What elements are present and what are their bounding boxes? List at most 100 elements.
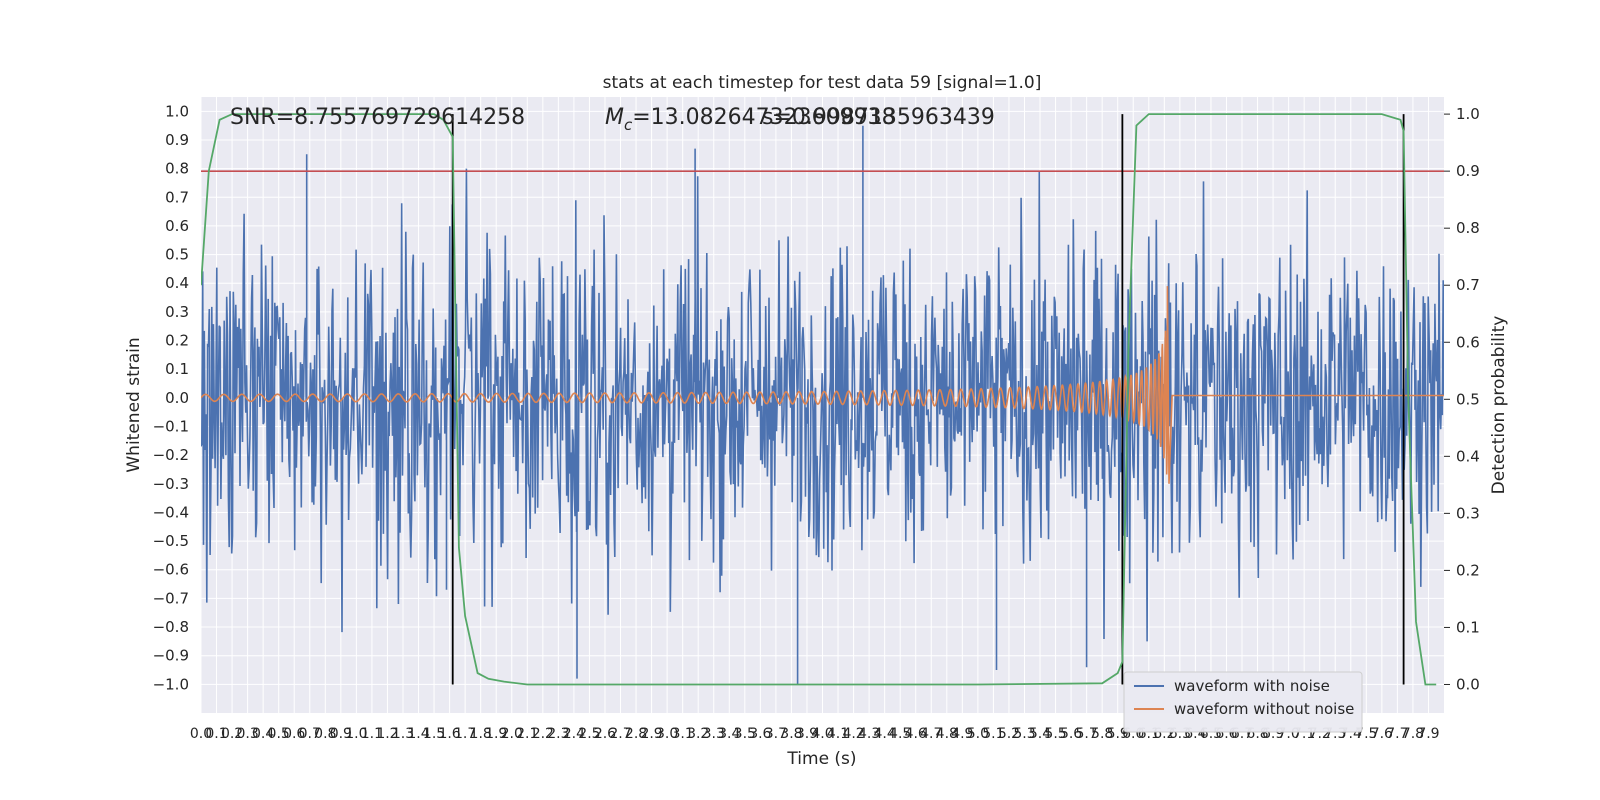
series-waveform-without-noise [201, 286, 1444, 484]
x-tick-label: 4.9 [951, 726, 973, 742]
y-tick-label-left: 0.7 [165, 188, 189, 206]
x-tick-label: 5.4 [1029, 726, 1051, 742]
x-tick-label: 0.7 [299, 726, 321, 742]
y-axis-right-label: Detection probability [1489, 316, 1509, 495]
x-tick-label: 2.3 [547, 726, 569, 742]
snr-annotation: SNR=8.755769729614258 [230, 105, 525, 130]
x-tick-label: 2.4 [563, 726, 585, 742]
x-tick-label: 5.2 [998, 726, 1020, 742]
x-tick-label: 1.4 [407, 726, 429, 742]
x-tick-label: 3.2 [687, 726, 709, 742]
y-axis-left-ticks: 1.0 0.9 0.8 0.7 0.6 0.5 0.4 0.3 0.2 0.1 0.0 −0.1 −0.… [153, 102, 189, 693]
y-tick-label-left: 0.6 [165, 217, 189, 235]
y-tick-label-left: 0.4 [165, 274, 189, 292]
y-tick-label-left: 0.1 [165, 360, 189, 378]
x-tick-label: 4.1 [827, 726, 849, 742]
x-tick-label: 3.5 [734, 726, 756, 742]
x-tick-label: 1.5 [423, 726, 445, 742]
plot-layer [201, 113, 1444, 686]
x-tick-label: 7.8 [1402, 726, 1424, 742]
x-tick-label: 7.9 [1417, 726, 1439, 742]
chirp-mass-value: =13.082647323609938 [632, 105, 895, 130]
y-tick-label-right: 0.1 [1456, 618, 1480, 636]
y-tick-label-left: −0.1 [153, 417, 189, 435]
x-tick-label: 1.8 [470, 726, 492, 742]
x-tick-label: 1.0 [345, 726, 367, 742]
x-tick-label: 5.6 [1060, 726, 1082, 742]
x-tick-label: 2.1 [516, 726, 538, 742]
x-tick-label: 2.9 [640, 726, 662, 742]
x-tick-label: 0.5 [268, 726, 290, 742]
y-tick-label-left: −0.5 [153, 532, 189, 550]
x-tick-label: 0.9 [330, 726, 352, 742]
x-axis-label: Time (s) [786, 749, 856, 769]
y-tick-label-right: 0.8 [1456, 219, 1480, 237]
chirp-mass-subscript: c [624, 116, 633, 134]
legend-label-noise: waveform with noise [1174, 677, 1330, 695]
y-axis-right-ticks: 1.0 0.9 0.8 0.7 0.6 0.5 0.4 0.3 0.2 0.1 0.0 [1444, 105, 1480, 693]
x-tick-label: 1.2 [376, 726, 398, 742]
x-tick-label: 3.6 [749, 726, 771, 742]
y-tick-label-left: 0.2 [165, 332, 189, 350]
overlap-annotation: s=0.9987135963439 [762, 105, 995, 130]
y-tick-label-right: 0.3 [1456, 504, 1480, 522]
x-tick-label: 2.0 [501, 726, 523, 742]
x-tick-label: 2.6 [594, 726, 616, 742]
y-tick-label-left: 0.0 [165, 389, 189, 407]
y-tick-label-right: 0.6 [1456, 333, 1480, 351]
chirp-mass-symbol: M [605, 105, 624, 130]
x-tick-label: 3.9 [796, 726, 818, 742]
x-tick-label: 1.1 [361, 726, 383, 742]
x-tick-label: 0.0 [190, 726, 212, 742]
x-tick-label: 1.6 [438, 726, 460, 742]
y-tick-label-left: 0.8 [165, 160, 189, 178]
x-tick-label: 5.5 [1044, 726, 1066, 742]
x-tick-label: 0.1 [205, 726, 227, 742]
x-tick-label: 4.7 [920, 726, 942, 742]
x-tick-label: 1.9 [485, 726, 507, 742]
x-tick-label: 0.3 [236, 726, 258, 742]
x-tick-label: 4.8 [936, 726, 958, 742]
y-tick-label-left: 1.0 [165, 102, 189, 120]
x-tick-label: 4.3 [858, 726, 880, 742]
x-tick-label: 3.8 [780, 726, 802, 742]
series-waveform-with-noise [201, 125, 1444, 685]
y-tick-label-right: 1.0 [1456, 105, 1480, 123]
y-axis-left-label: Whitened strain [124, 337, 144, 472]
x-tick-label: 0.2 [221, 726, 243, 742]
y-tick-label-left: −1.0 [153, 675, 189, 693]
y-tick-label-left: −0.4 [153, 503, 189, 521]
x-tick-label: 0.6 [283, 726, 305, 742]
x-tick-label: 1.3 [392, 726, 414, 742]
legend: waveform with noise waveform without noi… [1123, 671, 1363, 733]
legend-box [1123, 671, 1363, 733]
series-detection-probability [201, 113, 1437, 686]
x-tick-label: 2.2 [532, 726, 554, 742]
y-tick-label-left: 0.5 [165, 246, 189, 264]
x-tick-label: 4.2 [842, 726, 864, 742]
y-tick-label-right: 0.2 [1456, 561, 1480, 579]
y-tick-label-right: 0.4 [1456, 447, 1480, 465]
y-tick-label-left: −0.6 [153, 561, 189, 579]
x-tick-label: 5.0 [967, 726, 989, 742]
x-tick-label: 3.1 [672, 726, 694, 742]
x-tick-label: 7.6 [1371, 726, 1393, 742]
x-tick-label: 7.7 [1386, 726, 1408, 742]
y-tick-label-left: −0.9 [153, 647, 189, 665]
x-tick-label: 2.7 [609, 726, 631, 742]
x-tick-label: 5.8 [1091, 726, 1113, 742]
x-tick-label: 5.9 [1107, 726, 1129, 742]
y-tick-label-right: 0.7 [1456, 276, 1480, 294]
x-tick-label: 3.3 [703, 726, 725, 742]
x-tick-label: 2.8 [625, 726, 647, 742]
x-tick-label: 5.7 [1076, 726, 1098, 742]
x-tick-label: 5.3 [1013, 726, 1035, 742]
x-tick-label: 4.5 [889, 726, 911, 742]
chart-title: stats at each timestep for test data 59 … [603, 73, 1042, 93]
x-tick-label: 2.5 [578, 726, 600, 742]
x-tick-label: 4.6 [905, 726, 927, 742]
x-tick-label: 4.0 [811, 726, 833, 742]
x-tick-label: 3.4 [718, 726, 740, 742]
y-tick-label-left: −0.8 [153, 618, 189, 636]
